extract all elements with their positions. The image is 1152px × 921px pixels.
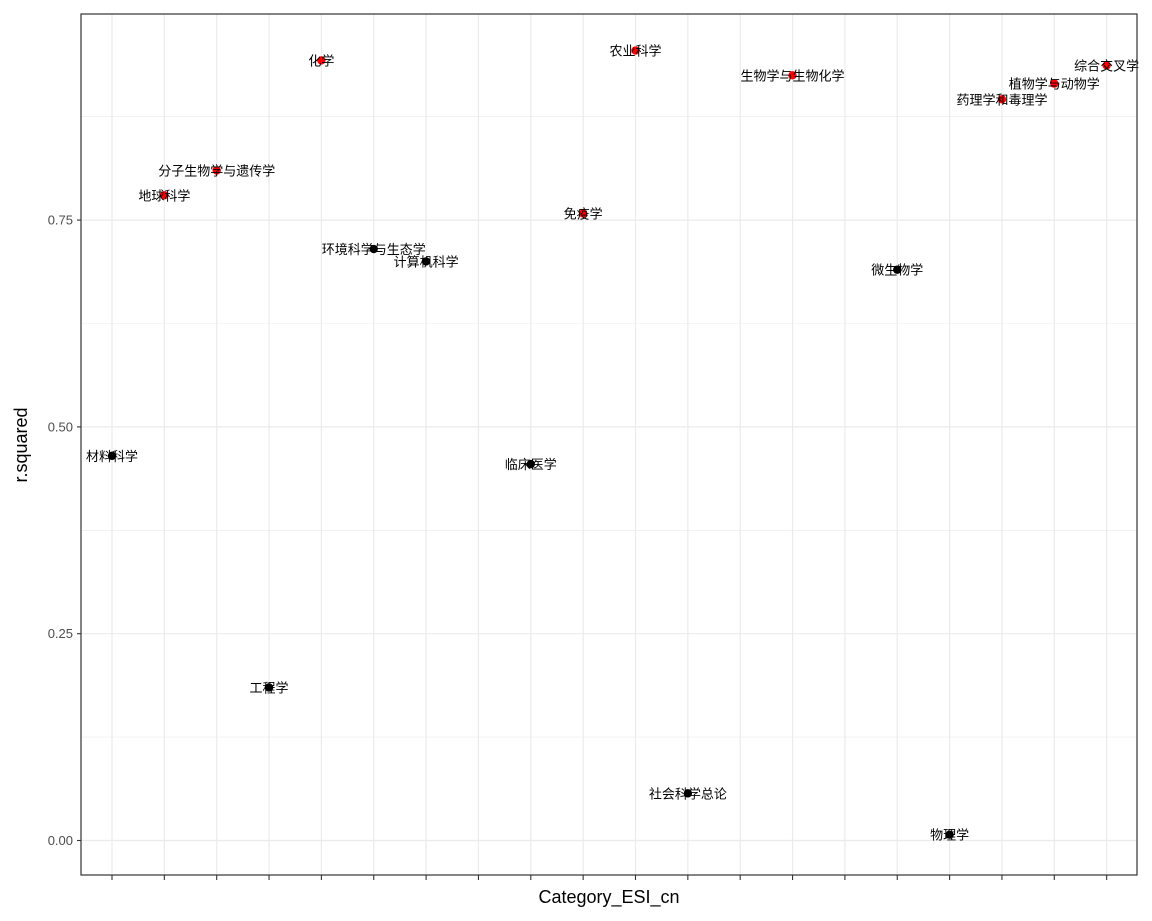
point-label: 计算机科学 — [394, 254, 459, 270]
major-gridlines — [81, 14, 1137, 875]
point-label: 分子生物学与遗传学 — [158, 163, 275, 179]
x-axis-title: Category_ESI_cn — [538, 887, 679, 908]
y-axis: 0.00 0.25 0.50 0.75 — [48, 213, 81, 848]
y-tick-label: 0.75 — [48, 213, 73, 228]
data-point — [264, 683, 274, 692]
y-tick-label: 0.00 — [48, 833, 73, 848]
data-point — [526, 459, 535, 469]
point-label: 综合交叉学 — [1074, 58, 1139, 74]
data-point — [1102, 61, 1111, 70]
panel-border — [80, 13, 1138, 876]
data-point — [945, 830, 954, 839]
y-tick-label: 0.50 — [48, 419, 73, 434]
point-label: 化学 — [308, 53, 334, 69]
point-label: 免疫学 — [564, 206, 603, 222]
point-label: 药理学和毒理学 — [956, 92, 1047, 108]
point-label: 工程学 — [250, 680, 289, 696]
point-label: 地球科学 — [138, 188, 190, 204]
y-axis-title: r.squared — [11, 407, 31, 482]
data-point — [631, 46, 640, 55]
point-label: 材料科学 — [86, 449, 138, 465]
minor-gridlines — [81, 116, 1137, 738]
data-point — [421, 257, 431, 266]
data-point — [317, 56, 326, 65]
point-label: 环境科学与生态学 — [322, 242, 426, 258]
data-point — [893, 265, 902, 274]
data-point — [107, 451, 117, 461]
point-label: 社会科学总论 — [649, 786, 727, 802]
data-point — [369, 244, 378, 254]
point-label: 物理学 — [930, 828, 969, 844]
x-axis — [111, 875, 1108, 880]
point-label: 农业科学 — [609, 44, 661, 60]
point-label: 植物学与动物学 — [1009, 77, 1100, 93]
point-label: 临床医学 — [505, 457, 557, 473]
data-point — [683, 789, 693, 798]
data-point — [1050, 79, 1059, 88]
data-point — [578, 209, 588, 218]
y-tick-label: 0.25 — [48, 626, 73, 641]
data-point — [997, 95, 1007, 104]
point-label: 生物学与生物化学 — [741, 68, 845, 84]
data-point — [160, 191, 169, 200]
point-label: 微生物学 — [871, 263, 923, 279]
data-point — [212, 166, 221, 175]
data-points — [107, 46, 1111, 839]
data-point — [788, 71, 797, 80]
